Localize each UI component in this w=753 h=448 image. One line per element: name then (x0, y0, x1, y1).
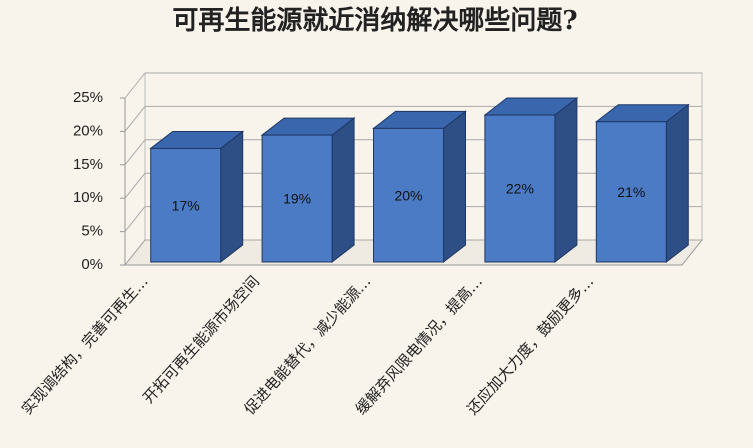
grid-line (124, 239, 146, 266)
y-tick-label: 5% (81, 223, 103, 240)
bar-side (665, 103, 689, 264)
y-tick-label: 25% (73, 89, 103, 106)
bar (594, 103, 690, 264)
bar (149, 130, 245, 264)
bar (483, 97, 579, 264)
bar-front (484, 114, 556, 263)
bar-side (220, 130, 244, 264)
bar-side (554, 97, 578, 264)
value-label: 20% (394, 187, 422, 203)
bar-side (331, 117, 355, 264)
y-tick-label: 20% (73, 122, 103, 139)
value-label: 22% (506, 181, 534, 197)
bar (260, 117, 356, 264)
value-label: 19% (283, 191, 311, 207)
y-tick-label: 15% (73, 156, 103, 173)
grid-line (124, 139, 146, 166)
bar-side (443, 110, 466, 264)
value-label: 21% (617, 184, 645, 200)
grid-line (124, 206, 146, 232)
grid-line (124, 106, 146, 132)
grid-line (124, 72, 146, 99)
y-tick-label: 10% (73, 189, 103, 206)
bar-front (595, 121, 667, 263)
grid-line (124, 172, 146, 199)
bar (372, 110, 467, 264)
value-label: 17% (172, 197, 200, 213)
bar-front (150, 147, 222, 263)
bar-front (373, 127, 444, 263)
chart-title: 可再生能源就近消纳解决哪些问题? (172, 5, 577, 36)
y-tick-label: 0% (81, 256, 103, 273)
bar-front (261, 134, 333, 263)
